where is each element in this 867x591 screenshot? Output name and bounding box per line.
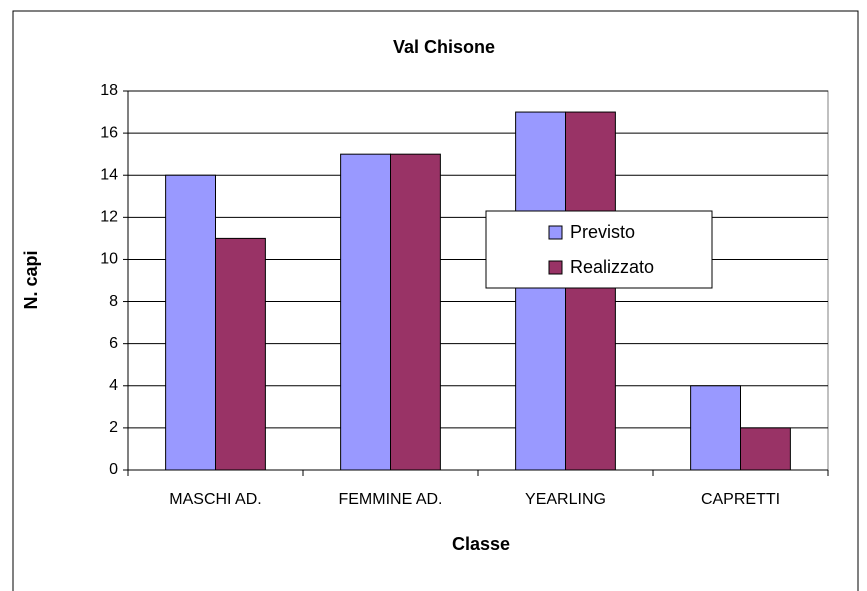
legend-label: Realizzato: [570, 257, 654, 277]
y-axis-label: N. capi: [21, 250, 41, 309]
y-tick-label: 12: [100, 209, 118, 226]
y-tick-label: 6: [109, 335, 118, 352]
bar: [690, 385, 741, 471]
y-tick-label: 10: [100, 251, 118, 268]
chart-frame: [12, 10, 859, 591]
x-tick-label: YEARLING: [525, 491, 606, 508]
bar: [740, 427, 791, 471]
legend-box: [485, 210, 713, 289]
bar: [515, 111, 566, 471]
legend-swatch: [548, 225, 563, 240]
y-tick-label: 0: [109, 461, 118, 478]
bar: [565, 111, 616, 471]
x-axis-label: Classe: [452, 534, 510, 554]
bar: [340, 153, 391, 471]
y-tick-label: 4: [109, 377, 118, 394]
chart-title: Val Chisone: [393, 37, 495, 57]
y-tick-label: 8: [109, 293, 118, 310]
x-tick-label: MASCHI AD.: [169, 491, 261, 508]
y-tick-label: 16: [100, 124, 118, 141]
legend-swatch: [548, 260, 563, 275]
y-tick-label: 14: [100, 166, 118, 183]
bar: [215, 237, 266, 471]
y-tick-label: 2: [109, 419, 118, 436]
x-tick-label: FEMMINE AD.: [338, 491, 442, 508]
legend-label: Previsto: [570, 222, 635, 242]
bar: [165, 174, 216, 471]
y-tick-label: 18: [100, 82, 118, 99]
x-tick-label: CAPRETTI: [701, 491, 780, 508]
bar: [390, 153, 441, 471]
